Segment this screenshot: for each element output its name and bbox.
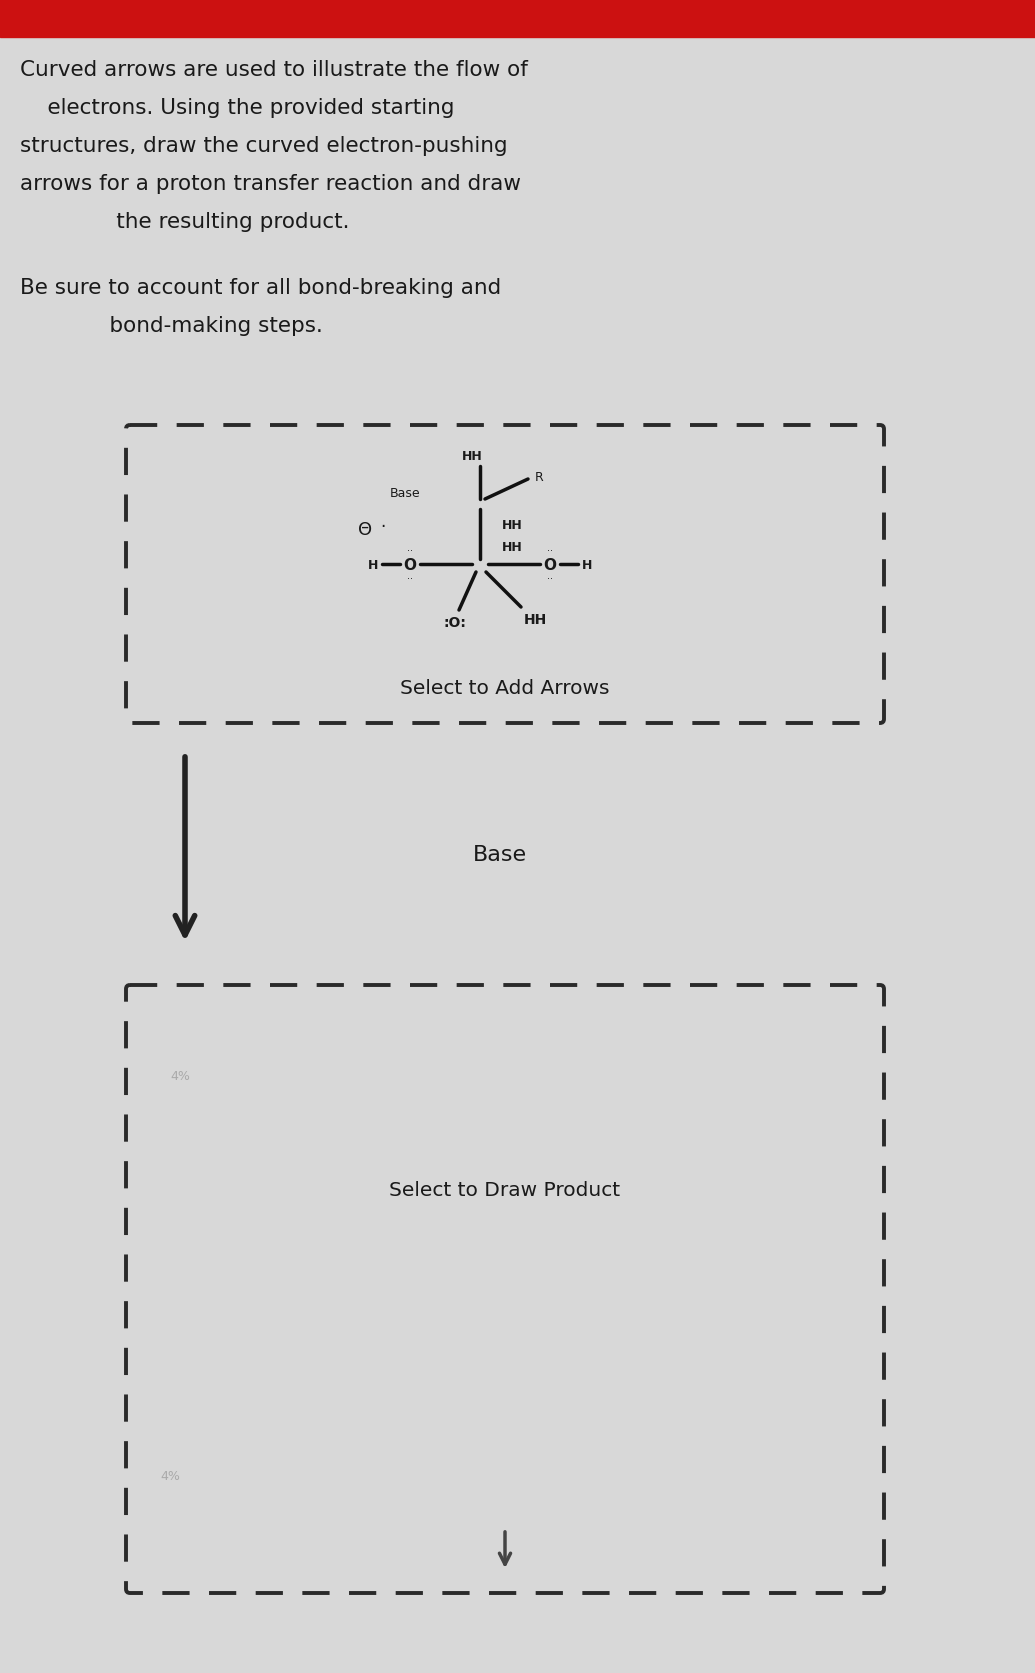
Text: ··: ··: [548, 574, 553, 584]
Text: H: H: [367, 559, 378, 570]
Text: 4%: 4%: [160, 1469, 180, 1482]
Text: arrows for a proton transfer reaction and draw: arrows for a proton transfer reaction an…: [20, 174, 521, 194]
Text: H: H: [582, 559, 592, 570]
Text: HH: HH: [524, 612, 546, 627]
Text: Θ: Θ: [358, 520, 372, 539]
Text: bond-making steps.: bond-making steps.: [20, 316, 323, 336]
Text: 4%: 4%: [170, 1069, 189, 1082]
Text: :O:: :O:: [444, 616, 467, 629]
Text: O: O: [543, 557, 557, 572]
Text: R: R: [535, 470, 543, 483]
Text: ··: ··: [407, 574, 413, 584]
Text: structures, draw the curved electron-pushing: structures, draw the curved electron-pus…: [20, 136, 507, 156]
Text: ··: ··: [407, 545, 413, 555]
Text: Select to Add Arrows: Select to Add Arrows: [401, 679, 610, 698]
Text: ·: ·: [381, 517, 386, 535]
Text: Select to Draw Product: Select to Draw Product: [389, 1179, 621, 1200]
Text: O: O: [404, 557, 416, 572]
Text: Be sure to account for all bond-breaking and: Be sure to account for all bond-breaking…: [20, 278, 501, 298]
Text: Base: Base: [389, 487, 420, 499]
Text: HH: HH: [502, 540, 523, 554]
Text: electrons. Using the provided starting: electrons. Using the provided starting: [20, 99, 454, 117]
Bar: [0, 0, 1035, 38]
Text: the resulting product.: the resulting product.: [20, 212, 350, 233]
Text: Base: Base: [473, 845, 527, 865]
Text: Curved arrows are used to illustrate the flow of: Curved arrows are used to illustrate the…: [20, 60, 528, 80]
Text: HH: HH: [462, 450, 482, 463]
Text: ··: ··: [548, 545, 553, 555]
Text: HH: HH: [502, 519, 523, 532]
